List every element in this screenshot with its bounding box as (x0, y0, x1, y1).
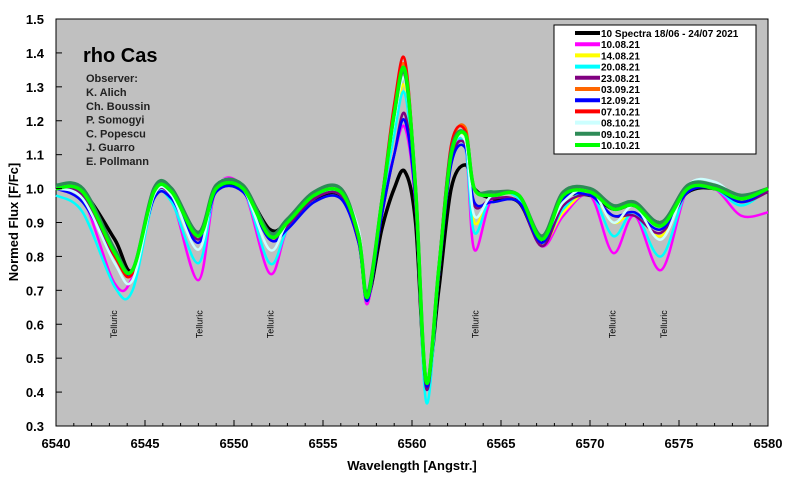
y-tick-label: 1.1 (26, 148, 44, 163)
y-tick-label: 1.4 (26, 46, 45, 61)
chart-title: rho Cas (83, 45, 157, 67)
observer-name: E. Pollmann (86, 156, 149, 168)
x-tick-label: 6560 (398, 436, 427, 451)
observer-name: J. Guarro (86, 142, 135, 154)
y-tick-label: 0.3 (26, 419, 44, 434)
telluric-annotation: Telluric (659, 310, 669, 339)
series-line-10.10.21 (55, 65, 769, 386)
y-tick-label: 1.3 (26, 80, 44, 95)
legend-label: 03.09.21 (601, 85, 640, 96)
observer-name: K. Alich (86, 87, 127, 99)
x-tick-label: 6555 (309, 436, 338, 451)
legend-label: 14.08.21 (601, 51, 640, 62)
legend-label: 10.08.21 (601, 40, 640, 51)
legend-label: 09.10.21 (601, 130, 640, 141)
x-tick-label: 6550 (220, 436, 249, 451)
x-tick-label: 6540 (42, 436, 71, 451)
telluric-annotation: Telluric (266, 310, 276, 339)
y-tick-label: 0.8 (26, 249, 44, 264)
legend-label: 08.10.21 (601, 119, 640, 130)
x-tick-label: 6545 (131, 436, 160, 451)
legend: 10 Spectra 18/06 - 24/07 202110.08.2114.… (553, 24, 757, 155)
telluric-annotation: Telluric (194, 310, 204, 339)
y-tick-label: 0.7 (26, 283, 44, 298)
observers-title: Observer: (86, 73, 138, 85)
observer-name: P. Somogyi (86, 115, 144, 127)
y-tick-label: 0.9 (26, 216, 44, 231)
legend-label: 12.09.21 (601, 96, 640, 107)
y-axis-label: Normed Flux [F/Fc] (6, 163, 21, 281)
y-tick-label: 1.2 (26, 114, 44, 129)
y-tick-label: 0.6 (26, 317, 44, 332)
observer-name: Ch. Boussin (86, 101, 150, 113)
legend-label: 20.08.21 (601, 63, 640, 74)
x-tick-label: 6575 (665, 436, 694, 451)
telluric-annotation: Telluric (109, 310, 119, 339)
legend-label: 23.08.21 (601, 74, 640, 85)
observer-name: C. Popescu (86, 128, 146, 140)
legend-label: 10.10.21 (601, 141, 640, 152)
legend-label: 10 Spectra 18/06 - 24/07 2021 (601, 29, 739, 40)
x-axis-label: Wavelength [Angstr.] (347, 458, 477, 473)
telluric-annotation: Telluric (607, 310, 617, 339)
y-tick-label: 0.5 (26, 351, 44, 366)
y-tick-label: 1.0 (26, 182, 44, 197)
y-tick-label: 0.4 (26, 385, 45, 400)
telluric-annotation: Telluric (470, 310, 480, 339)
legend-label: 07.10.21 (601, 107, 640, 118)
y-tick-label: 1.5 (26, 12, 44, 27)
x-tick-label: 6570 (576, 436, 605, 451)
x-tick-label: 6565 (487, 436, 516, 451)
x-tick-label: 6580 (754, 436, 783, 451)
